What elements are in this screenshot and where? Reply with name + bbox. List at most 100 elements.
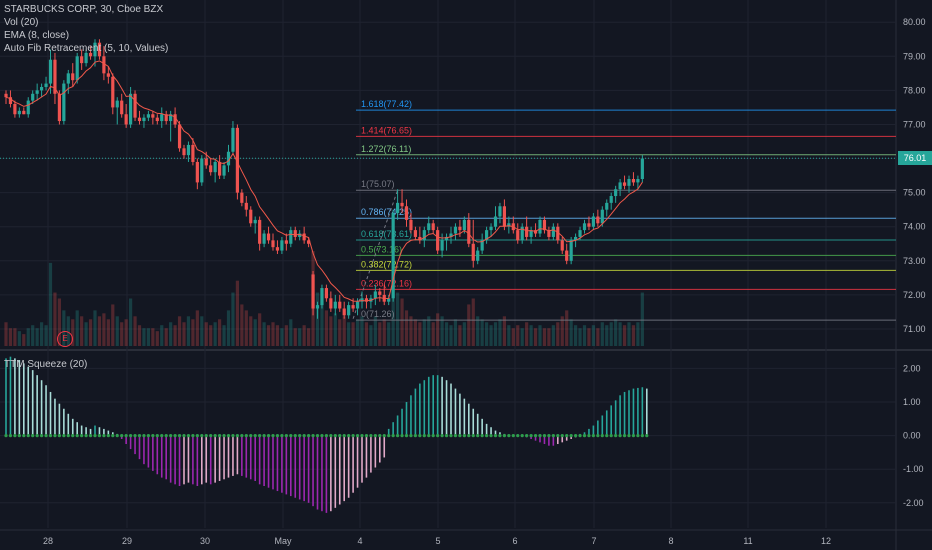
volume-bar <box>640 292 644 346</box>
candle-body <box>97 42 102 57</box>
squeeze-dot <box>565 434 569 438</box>
candle-body <box>489 226 493 231</box>
candle-body <box>529 230 533 237</box>
squeeze-dot <box>133 434 137 438</box>
candle-body <box>582 223 587 231</box>
candle-body <box>142 117 146 122</box>
candle-body <box>80 56 84 64</box>
candle-body <box>622 182 627 186</box>
squeeze-dot <box>13 434 17 438</box>
volume-bar <box>195 310 199 346</box>
volume-bar <box>209 325 213 346</box>
squeeze-dot <box>146 434 150 438</box>
volume-bar <box>298 328 302 346</box>
squeeze-dot <box>31 434 35 438</box>
candle-body <box>569 240 573 261</box>
candle-body <box>253 219 257 224</box>
earnings-badge[interactable]: E <box>57 331 73 347</box>
squeeze-dot <box>97 434 102 438</box>
x-tick-label: 30 <box>200 536 210 546</box>
y-tick-label: 78.00 <box>903 85 926 95</box>
volume-bar <box>525 322 529 346</box>
candle-body <box>62 83 66 122</box>
squeeze-dot <box>124 434 128 438</box>
squeeze-dot <box>440 434 444 438</box>
fib-level-label: 1(75.07) <box>361 179 395 189</box>
candle-body <box>364 298 369 302</box>
volume-bar <box>35 328 39 346</box>
squeeze-dot <box>569 434 573 438</box>
squeeze-dot <box>324 434 328 438</box>
volume-bar <box>600 322 604 346</box>
squeeze-dot <box>538 434 542 438</box>
volume-bar <box>129 298 133 346</box>
squeeze-dot <box>520 434 524 438</box>
volume-bar <box>75 310 79 346</box>
candle-body <box>93 42 97 57</box>
y-tick-label: 79.00 <box>903 51 926 61</box>
squeeze-dot <box>249 434 253 438</box>
squeeze-dot <box>84 434 88 438</box>
fib-level-label: 1.272(76.11) <box>361 144 411 154</box>
candle-body <box>360 298 364 302</box>
volume-bar <box>427 316 431 346</box>
candle-body <box>471 243 475 261</box>
volume-bar <box>574 325 578 346</box>
fib-level-label: 1.414(76.65) <box>361 125 412 135</box>
squeeze-dot <box>547 434 551 438</box>
candle-body <box>13 104 17 115</box>
volume-bar <box>173 325 177 346</box>
candle-body <box>200 158 204 183</box>
squeeze-dot <box>605 434 609 438</box>
volume-bar <box>418 322 422 346</box>
volume-bar <box>502 316 506 346</box>
squeeze-dot <box>22 434 26 438</box>
squeeze-dot <box>342 434 346 438</box>
volume-bar <box>53 292 57 346</box>
squeeze-dot <box>57 434 62 438</box>
volume-bar <box>120 322 124 346</box>
squeeze-dot <box>582 434 587 438</box>
candle-body <box>485 230 489 241</box>
squeeze-dot <box>271 434 275 438</box>
volume-bar <box>449 325 453 346</box>
candle-body <box>129 93 133 125</box>
volume-bar <box>271 322 275 346</box>
candle-body <box>280 240 284 251</box>
x-tick-label: 6 <box>512 536 517 546</box>
squeeze-dot <box>476 434 480 438</box>
volume-bar <box>436 313 440 346</box>
squeeze-dot <box>88 434 93 438</box>
volume-bar <box>97 316 102 346</box>
candle-body <box>378 291 382 295</box>
candle-body <box>124 114 128 125</box>
volume-bar <box>404 310 409 346</box>
candle-body <box>587 223 591 227</box>
volume-bar <box>618 322 622 346</box>
squeeze-dot <box>226 434 231 438</box>
squeeze-dot <box>640 434 644 438</box>
volume-bar <box>351 322 355 346</box>
candle-body <box>480 240 484 251</box>
squeeze-dot <box>449 434 453 438</box>
squeeze-dot <box>298 434 302 438</box>
squeeze-dot <box>636 434 640 438</box>
volume-bar <box>226 310 231 346</box>
candle-body <box>591 216 595 227</box>
volume-bar <box>489 325 493 346</box>
candle-body <box>155 117 159 122</box>
candle-body <box>627 179 631 186</box>
candle-body <box>605 202 609 210</box>
squeeze-dot <box>151 434 155 438</box>
volume-bar <box>62 310 66 346</box>
y-tick-label: 74.00 <box>903 222 926 232</box>
candle-body <box>66 73 70 84</box>
candle-body <box>8 97 13 105</box>
squeeze-dot <box>431 434 435 438</box>
candle-body <box>102 56 106 74</box>
volume-bar <box>636 322 640 346</box>
candle-body <box>400 202 404 207</box>
squeeze-dot <box>266 434 271 438</box>
volume-bar <box>155 331 159 346</box>
squeeze-dot <box>235 434 239 438</box>
